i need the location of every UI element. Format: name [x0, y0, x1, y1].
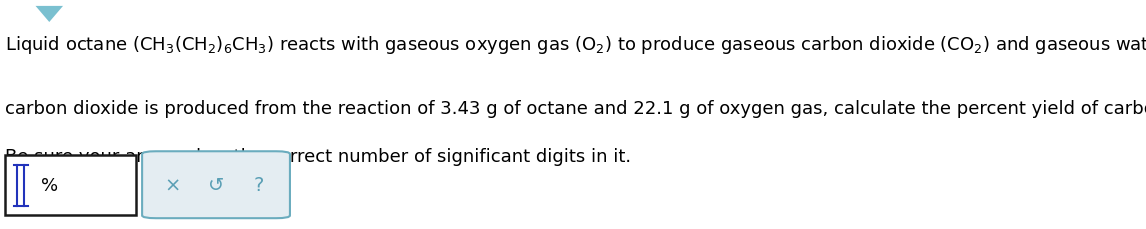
FancyBboxPatch shape — [5, 156, 136, 215]
FancyBboxPatch shape — [142, 152, 290, 218]
Text: %: % — [41, 177, 58, 194]
Text: carbon dioxide is produced from the reaction of 3.43 g of octane and 22.1 g of o: carbon dioxide is produced from the reac… — [5, 100, 1146, 117]
Text: ×: × — [165, 175, 181, 194]
Text: ↺: ↺ — [207, 175, 225, 194]
Text: ?: ? — [254, 175, 265, 194]
Text: Liquid octane $\left(\mathrm{CH_3(CH_2)_6CH_3}\right)$ reacts with gaseous oxyge: Liquid octane $\left(\mathrm{CH_3(CH_2)_… — [5, 34, 1146, 56]
Text: Be sure your answer has the correct number of significant digits in it.: Be sure your answer has the correct numb… — [5, 148, 630, 166]
Polygon shape — [36, 7, 63, 23]
